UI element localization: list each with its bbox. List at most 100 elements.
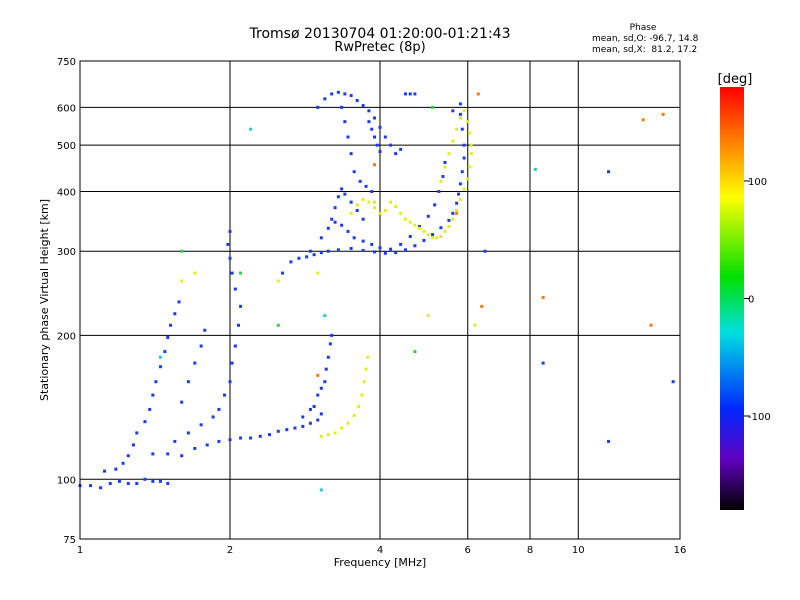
data-point [199, 423, 203, 427]
data-point [343, 120, 347, 124]
data-point [333, 431, 337, 435]
data-point [135, 431, 139, 435]
data-point [378, 149, 382, 153]
data-point [346, 135, 350, 139]
data-point [323, 97, 327, 101]
data-point [462, 143, 466, 147]
data-point [426, 314, 430, 318]
colorbar [720, 87, 744, 510]
data-point [158, 355, 162, 359]
data-point [458, 116, 462, 120]
x-tick-label: 10 [572, 545, 585, 556]
data-point [468, 131, 472, 135]
data-point [114, 467, 118, 471]
data-point [228, 229, 232, 233]
x-tick-label: 1 [77, 545, 83, 556]
data-point [435, 236, 439, 240]
x-tick-label: 2 [227, 545, 233, 556]
data-point [349, 200, 353, 204]
data-point [378, 125, 382, 129]
data-point [433, 203, 437, 207]
data-point [408, 235, 412, 239]
data-point [336, 248, 340, 252]
x-tick-label: 4 [377, 545, 383, 556]
data-point [289, 260, 293, 264]
data-point [151, 393, 155, 397]
data-point [408, 220, 412, 224]
data-point [324, 367, 328, 371]
x-tick-label: 16 [674, 545, 687, 556]
data-point [399, 211, 403, 215]
data-point [431, 236, 435, 240]
data-point [389, 247, 393, 251]
data-point [373, 200, 377, 204]
data-point [340, 187, 344, 191]
data-point [373, 250, 377, 254]
data-point [326, 226, 330, 230]
data-point [177, 300, 181, 304]
colorbar-label: [deg] [718, 72, 753, 87]
x-tick-label: 6 [465, 545, 471, 556]
colorbar-tick-label: -100 [748, 412, 771, 423]
data-point [349, 211, 353, 215]
data-point [451, 109, 455, 113]
data-point [193, 271, 197, 275]
data-point [439, 235, 443, 239]
y-tick-label: 400 [57, 187, 76, 198]
data-point [399, 147, 403, 151]
data-point [370, 127, 374, 131]
data-point [443, 165, 447, 169]
y-tick-label: 100 [57, 475, 76, 486]
data-point [258, 434, 262, 438]
data-point [389, 143, 393, 147]
data-point [205, 443, 209, 447]
data-point [319, 488, 323, 492]
data-point [180, 249, 184, 253]
colorbar-tick-label: 100 [748, 177, 767, 188]
chart-title: Tromsø 20130704 01:20:00-01:21:43 [249, 26, 511, 42]
data-point [305, 255, 309, 259]
data-point [541, 296, 545, 300]
data-point [180, 454, 184, 458]
data-point [426, 233, 430, 237]
data-point [186, 380, 190, 384]
data-point [468, 165, 472, 169]
data-point [457, 192, 461, 196]
data-point [349, 94, 353, 98]
data-point [158, 479, 162, 483]
data-point [297, 256, 301, 260]
data-point [249, 436, 253, 440]
data-point [323, 380, 327, 384]
grid [80, 61, 680, 539]
data-point [399, 242, 403, 246]
data-point [323, 314, 327, 318]
data-point [151, 479, 155, 483]
data-point [236, 323, 240, 327]
y-tick-label: 600 [57, 103, 76, 114]
data-point [316, 105, 320, 109]
data-point [276, 429, 280, 433]
data-point [166, 452, 170, 456]
data-point [340, 105, 344, 109]
data-point [422, 229, 426, 233]
data-point [403, 92, 407, 96]
data-point [455, 127, 459, 131]
data-point [437, 189, 441, 193]
data-point [199, 344, 203, 348]
data-point [301, 424, 305, 428]
data-point [447, 218, 451, 222]
data-point [228, 438, 232, 442]
data-point [607, 439, 611, 443]
data-point [239, 436, 243, 440]
data-point [360, 393, 364, 397]
data-point [336, 195, 340, 199]
data-point [389, 200, 393, 204]
data-point [394, 152, 398, 156]
data-point [108, 481, 112, 485]
x-axis-ticks: 1 2 4 6 8 10 16 [77, 545, 687, 556]
data-point [346, 421, 350, 425]
y-tick-label: 750 [57, 57, 76, 68]
x-axis-label: Frequency [MHz] [334, 556, 426, 569]
data-point [233, 344, 237, 348]
data-point [480, 304, 484, 308]
